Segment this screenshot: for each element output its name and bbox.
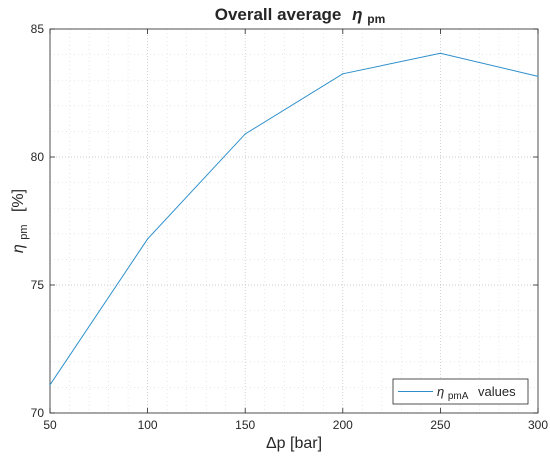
y-tick-labels: 70 75 80 85	[31, 22, 45, 420]
x-tick-labels: 50 100 150 200 250 300	[43, 418, 548, 432]
series-line	[49, 52, 539, 386]
data-point	[147, 238, 149, 240]
chart-title-subscript: pm	[367, 12, 385, 26]
data-point	[439, 52, 441, 54]
x-axis-label: Δp [bar]	[266, 435, 322, 452]
x-tick-label: 250	[430, 418, 450, 432]
y-tick-label: 85	[31, 22, 45, 36]
y-axis-label-subscript: pm	[18, 224, 30, 239]
series-group	[49, 52, 539, 386]
data-point	[49, 384, 51, 386]
legend-label: η pmA values	[437, 384, 516, 402]
plot-area	[50, 29, 538, 413]
chart-title-text: Overall average	[215, 5, 342, 24]
y-axis-label: η pm [%]	[10, 189, 31, 253]
data-point	[244, 133, 246, 135]
chart-title: Overall average η pm	[215, 5, 386, 26]
minor-grid	[50, 29, 538, 413]
y-tick-label: 75	[31, 278, 45, 292]
chart-title-symbol: η	[352, 5, 362, 24]
legend-label-subscript: pmA	[448, 391, 469, 402]
x-tick-label: 50	[43, 418, 57, 432]
y-tick-label: 80	[31, 150, 45, 164]
y-axis-label-unit: [%]	[10, 189, 27, 212]
axis-ticks	[49, 28, 539, 414]
x-tick-label: 300	[528, 418, 548, 432]
plot-frame	[49, 28, 539, 414]
y-axis-label-symbol: η	[10, 244, 27, 253]
legend-label-suffix: values	[478, 384, 516, 399]
x-tick-label: 200	[333, 418, 353, 432]
data-point	[537, 75, 539, 77]
x-tick-label: 100	[138, 418, 158, 432]
legend-label-symbol: η	[437, 384, 444, 399]
data-point	[342, 73, 344, 75]
x-tick-label: 150	[235, 418, 255, 432]
legend: η pmA values	[392, 378, 529, 405]
y-tick-label: 70	[31, 406, 45, 420]
